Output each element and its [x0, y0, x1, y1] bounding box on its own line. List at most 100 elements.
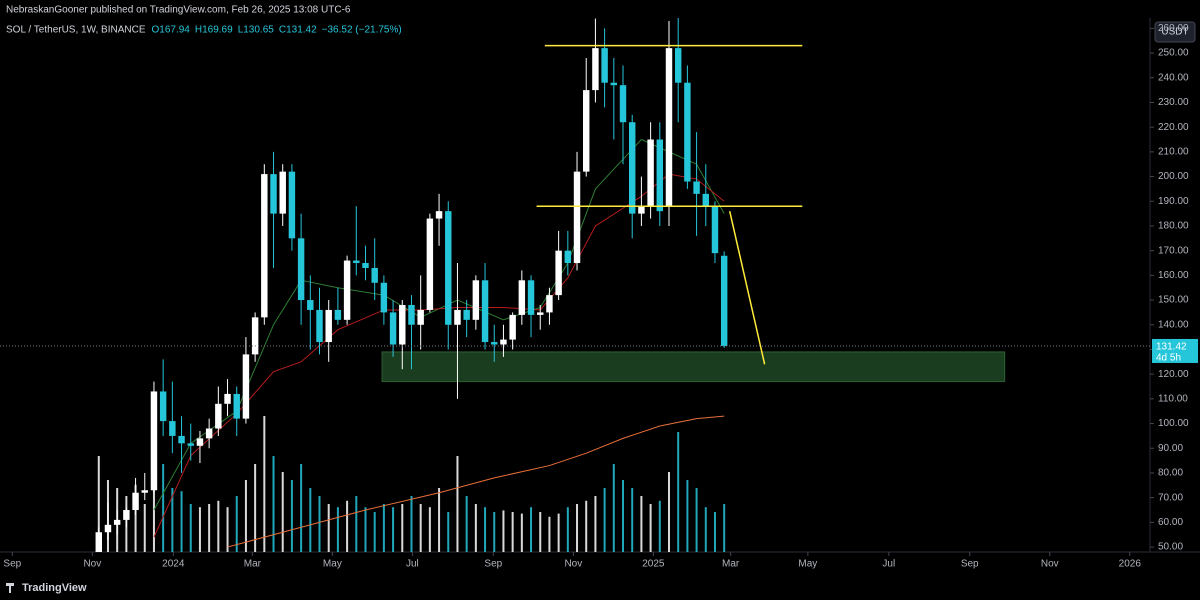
candle-body	[187, 443, 194, 446]
volume-bar	[622, 480, 625, 552]
volume-bar	[576, 504, 579, 552]
candle-body	[592, 48, 599, 91]
x-tick-label: Sep	[3, 559, 21, 570]
x-tick-label: 2026	[1119, 559, 1142, 570]
currency-box	[1154, 21, 1196, 43]
x-tick-label: May	[323, 559, 342, 570]
footer	[0, 574, 1200, 600]
candle-body	[233, 393, 240, 419]
candle-body	[150, 391, 158, 491]
candle-body	[261, 174, 268, 318]
volume-bar	[171, 488, 174, 552]
y-tick-label: 200.00	[1158, 171, 1189, 182]
volume-bar	[594, 496, 597, 552]
y-tick-label: 140.00	[1158, 319, 1189, 330]
volume-bar	[566, 507, 569, 552]
candle-body	[242, 354, 250, 419]
volume-bar	[428, 507, 431, 552]
candle-body	[491, 342, 498, 345]
volume-bar	[520, 513, 523, 552]
candle-body	[169, 421, 176, 436]
candle-body	[619, 85, 627, 123]
candle-body	[196, 438, 204, 446]
y-tick-label: 80.00	[1158, 468, 1183, 479]
candle-body	[132, 492, 139, 511]
y-tick-label: 60.00	[1158, 517, 1183, 528]
candle-body	[601, 48, 608, 83]
candle-body	[288, 171, 296, 239]
volume-bar	[502, 510, 505, 552]
candle-body	[684, 82, 691, 182]
candle-body	[325, 309, 332, 343]
volume-bar	[162, 464, 165, 552]
currency: USDT	[1161, 27, 1188, 38]
x-tick-label: Sep	[484, 559, 502, 570]
volume-bar	[401, 504, 404, 552]
candle-body	[334, 309, 342, 320]
y-tick-label: 240.00	[1158, 72, 1189, 83]
candle-body	[583, 90, 590, 172]
candle-body	[95, 532, 102, 552]
candle-body	[500, 339, 507, 345]
candle-body	[389, 312, 397, 345]
candle-body	[555, 250, 562, 296]
volume-bar	[254, 464, 257, 552]
volume-bar	[143, 504, 146, 552]
volume-bar	[677, 432, 680, 552]
candle-body	[279, 171, 286, 214]
candle-body	[674, 48, 682, 83]
candle-body	[224, 393, 231, 404]
y-tick-label: 150.00	[1158, 295, 1189, 306]
candle-body	[518, 280, 526, 315]
y-tick-label: 160.00	[1158, 270, 1189, 281]
volume-bar	[603, 488, 606, 552]
volume-bar	[263, 416, 266, 552]
y-tick-label: 90.00	[1158, 443, 1183, 454]
candle-body	[251, 317, 259, 355]
candle-body	[564, 250, 572, 264]
candle-body	[656, 139, 664, 212]
volume-bar	[493, 512, 496, 552]
volume-bar	[226, 507, 229, 552]
legend-value: H169.69	[195, 25, 233, 36]
candle-body	[573, 171, 581, 264]
volume-bar	[704, 507, 707, 552]
volume-bar	[373, 512, 376, 552]
y-tick-label: 100.00	[1158, 418, 1189, 429]
y-tick-label: 190.00	[1158, 196, 1189, 207]
candle-body	[297, 238, 305, 301]
volume-bar	[484, 507, 487, 552]
candle-body	[343, 260, 351, 320]
candle-body	[316, 309, 323, 343]
candle-body	[527, 280, 535, 315]
x-tick-label: Mar	[244, 559, 262, 570]
candle-body	[628, 122, 636, 214]
volume-bar	[300, 464, 303, 552]
volume-bar	[244, 480, 247, 552]
y-tick-label: 50.00	[1158, 542, 1183, 553]
candle-body	[509, 314, 516, 340]
volume-bar	[290, 480, 293, 552]
volume-bar	[649, 504, 652, 552]
volume-bar	[97, 456, 100, 552]
candle-body	[215, 403, 222, 429]
volume-bar	[309, 488, 312, 552]
volume-bar	[548, 516, 551, 552]
candle-body	[371, 267, 378, 283]
candle-body	[711, 206, 719, 254]
candle-body	[380, 282, 388, 313]
volume-bar	[235, 496, 238, 552]
volume-bar	[612, 464, 615, 552]
projection-line	[728, 210, 766, 365]
x-tick-label: Jul	[406, 559, 419, 570]
volume-bar	[447, 512, 450, 552]
volume-bar	[658, 500, 661, 552]
x-tick-label: Mar	[722, 559, 740, 570]
y-tick-label: 250.00	[1158, 48, 1189, 59]
candle-body	[702, 193, 710, 207]
volume-bar	[355, 496, 358, 552]
candle-body	[463, 309, 470, 320]
candle-body	[178, 435, 185, 444]
volume-bar	[208, 504, 211, 552]
candle-body	[399, 305, 406, 345]
